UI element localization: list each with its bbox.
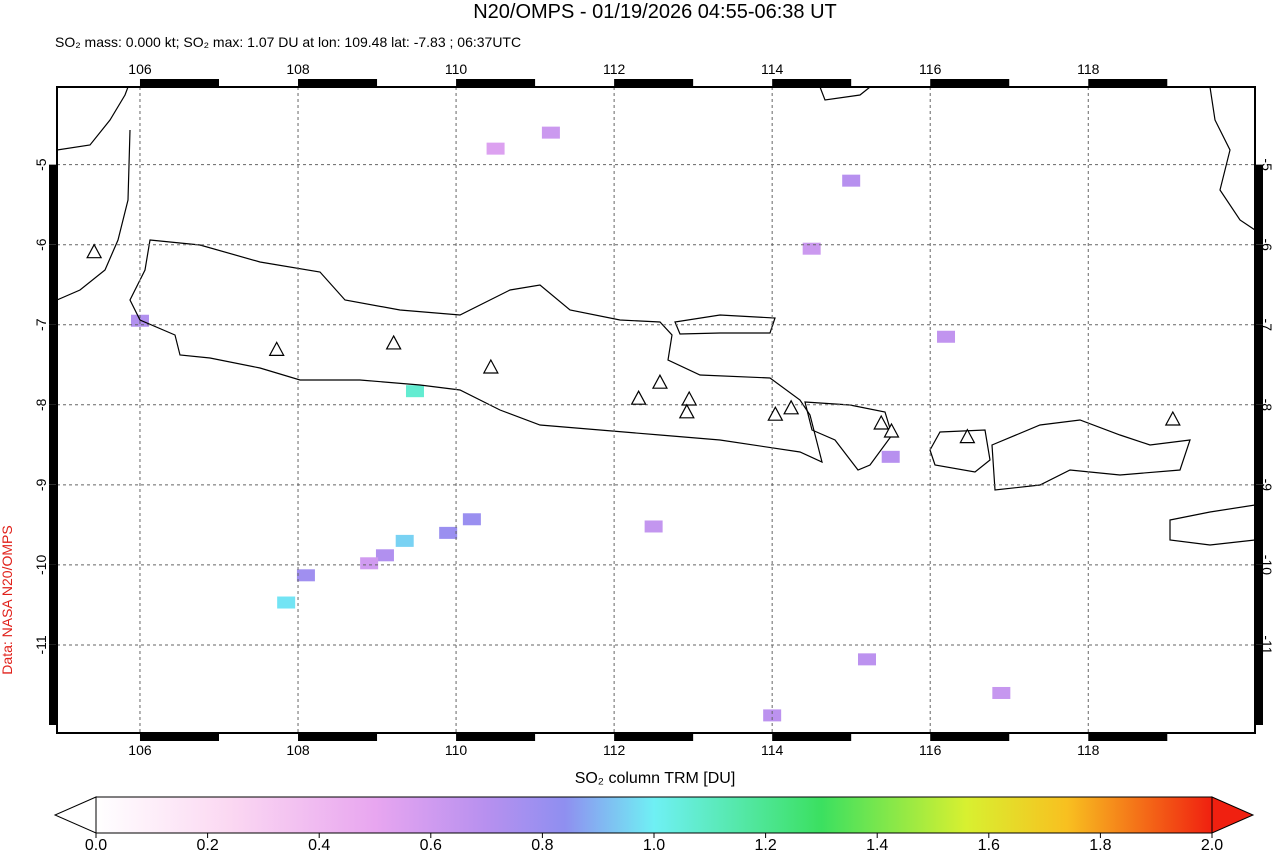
volcano (385, 334, 402, 350)
colorbar-tick-label: 0.0 (85, 837, 107, 853)
volcano (630, 389, 647, 405)
coastlines (57, 87, 1255, 546)
so2-cell (937, 330, 956, 343)
so2-cell (644, 520, 663, 533)
colorbar-tick-label: 1.8 (1089, 837, 1111, 853)
colorbar-tick-label: 1.2 (754, 837, 776, 853)
x-tick-label: 118 (1077, 742, 1100, 758)
volcano (873, 414, 890, 430)
x-tick-label: 114 (761, 61, 784, 77)
volcano (783, 399, 800, 415)
volcano (959, 428, 976, 444)
y-tick-label: -11 (1259, 635, 1272, 654)
title: N20/OMPS - 01/19/2026 04:55-06:38 UT (473, 1, 837, 23)
so2-cell (130, 314, 149, 327)
volcano (883, 422, 900, 438)
y-tick-label: -6 (1259, 238, 1272, 251)
so2-cell (462, 513, 481, 526)
volcano (86, 243, 103, 259)
so2-cell (360, 557, 379, 570)
x-tick-label: 116 (919, 742, 942, 758)
volcano (651, 373, 668, 389)
volcano (678, 403, 695, 419)
colorbar-under (53, 796, 97, 834)
so2-cell (296, 569, 315, 582)
y-tick-label: -8 (1259, 399, 1272, 412)
y-tick-label: -10 (1259, 555, 1272, 575)
colorbar-tick-label: 0.2 (196, 837, 218, 853)
colorbar-tick-label: 0.6 (420, 837, 442, 853)
y-tick-label: -10 (33, 555, 49, 575)
so2-cell (842, 174, 861, 187)
so2-cell (405, 385, 424, 398)
y-tick-label: -8 (33, 398, 49, 411)
so2-cell (375, 549, 394, 562)
colorbar-tick-label: 0.8 (531, 837, 553, 853)
so2-cell (541, 126, 560, 139)
colorbar-over (1211, 796, 1255, 834)
x-tick-label: 114 (761, 742, 784, 758)
x-tick-label: 112 (603, 61, 626, 77)
y-tick-label: -5 (33, 158, 49, 171)
so2-cell (486, 142, 505, 155)
x-tick-label: 118 (1077, 61, 1100, 77)
x-tick-label: 106 (128, 61, 152, 77)
y-tick-label: -9 (1259, 479, 1272, 492)
colorbar-label: SO₂ column TRM [DU] (575, 770, 736, 787)
x-tick-label: 110 (445, 742, 468, 758)
x-tick-label: 106 (128, 742, 152, 758)
volcano (268, 341, 285, 356)
subtitle: SO₂ mass: 0.000 kt; SO₂ max: 1.07 DU at … (55, 34, 521, 50)
volcano (482, 358, 499, 374)
so2-cell (992, 686, 1011, 699)
colorbar-tick-label: 2.0 (1201, 837, 1223, 853)
so2-cell (857, 653, 876, 666)
x-tick-label: 108 (286, 742, 310, 758)
x-tick-label: 110 (445, 61, 468, 77)
map-area (57, 87, 1255, 733)
so2-cell (439, 526, 458, 539)
x-tick-label: 108 (286, 61, 310, 77)
so2-cell (277, 596, 296, 609)
side-label: Data: NASA N20/OMPS (0, 525, 15, 674)
y-tick-label: -7 (33, 318, 49, 331)
y-tick-label: -7 (1259, 319, 1272, 332)
y-tick-label: -9 (33, 478, 49, 491)
so2-cell (881, 450, 900, 463)
colorbar-tick-label: 1.0 (643, 837, 665, 853)
colorbar-tick-label: 1.4 (866, 837, 888, 853)
x-tick-label: 116 (919, 61, 942, 77)
y-tick-label: -11 (33, 635, 49, 654)
so2-cell (763, 709, 782, 722)
x-tick-label: 112 (603, 742, 626, 758)
y-tick-label: -5 (1259, 158, 1272, 171)
colorbar-tick-label: 1.6 (978, 837, 1000, 853)
so2-cell (802, 242, 821, 255)
volcano (1164, 410, 1181, 426)
so2-cell (395, 534, 414, 547)
colorbar (95, 796, 1213, 834)
colorbar-tick-label: 0.4 (308, 837, 330, 853)
volcano (681, 390, 698, 406)
y-tick-label: -6 (33, 238, 49, 251)
volcano (767, 405, 784, 421)
